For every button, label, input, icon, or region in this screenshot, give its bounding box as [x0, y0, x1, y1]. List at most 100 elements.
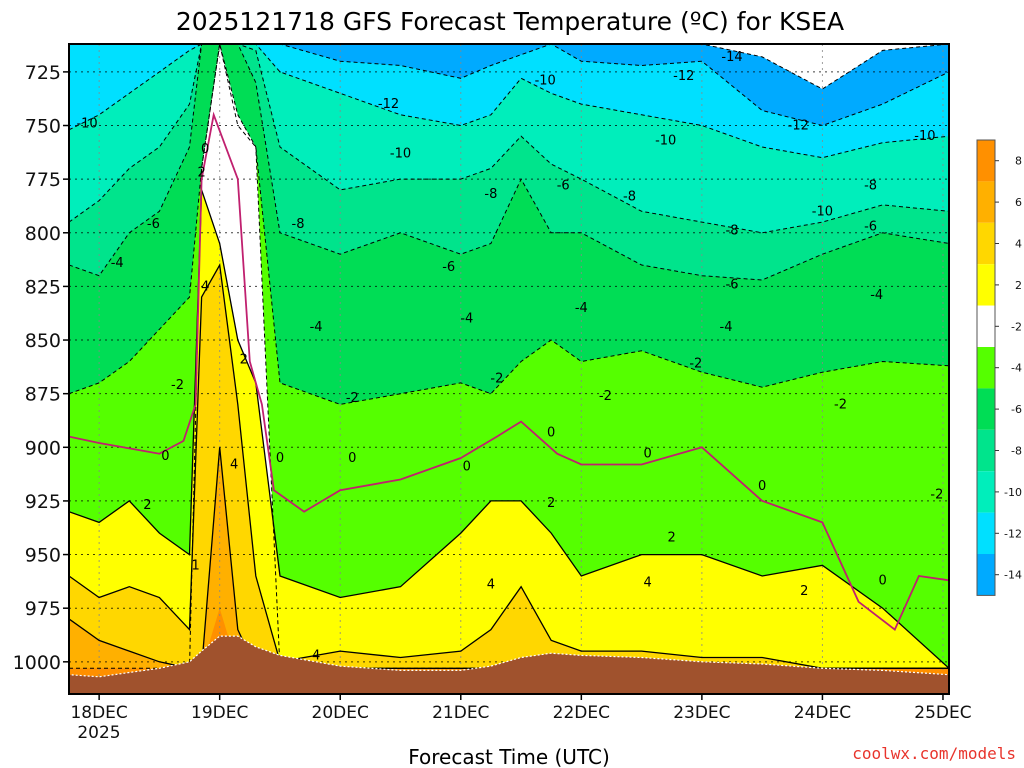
contour-label: -4 — [575, 301, 588, 316]
y-tick-label: 800 — [25, 223, 61, 245]
contour-label: 4 — [487, 578, 495, 593]
y-tick-label: 775 — [25, 169, 61, 191]
contour-label: 0 — [201, 142, 209, 157]
contour-label: -6 — [864, 219, 877, 234]
contour-label: 4 — [201, 279, 209, 294]
contour-label: -8 — [623, 189, 636, 204]
contour-label: 0 — [161, 449, 169, 464]
colorbar-swatch — [977, 222, 995, 265]
gridlines — [69, 44, 949, 694]
y-tick-label: 900 — [25, 437, 61, 459]
contour-label: 2 — [197, 166, 205, 181]
x-tick-label: 19DEC — [191, 703, 248, 723]
contour-label: 0 — [643, 447, 651, 462]
contour-label: 0 — [463, 460, 471, 475]
contour-label: -10 — [76, 116, 97, 131]
contour-label: -2 — [171, 378, 184, 393]
contour-label: -8 — [726, 224, 739, 239]
ground-area — [69, 635, 949, 694]
contour-label: -4 — [111, 256, 124, 271]
x-year-label: 2025 — [77, 723, 120, 743]
contour-label: -8 — [292, 217, 305, 232]
colorbar-label: -4 — [1011, 362, 1022, 375]
x-tick-label: 23DEC — [673, 703, 730, 723]
contour-line--14 — [69, 44, 949, 90]
colorbar-label: -10 — [1004, 486, 1022, 499]
contour-line--6 — [69, 44, 949, 281]
y-tick-label: 925 — [25, 491, 61, 513]
contour-label: -4 — [870, 288, 883, 303]
contour-line--12 — [69, 44, 949, 127]
contour-label: 2 — [240, 352, 248, 367]
contour-label: -4 — [310, 320, 323, 335]
colorbar-swatch — [977, 388, 995, 430]
contour-labels: -10 -10 -12 -12 -14 -12 -10 -10 -10 -10 -8 -8 -8 -8 -8… — [76, 50, 943, 664]
colorbar-label: -8 — [1011, 445, 1022, 458]
temp-band--4 — [69, 44, 949, 694]
plot-area: -10 -10 -12 -12 -14 -12 -10 -10 -10 -10 -8 -8 -8 -8 -8… — [69, 44, 949, 694]
freezing-line — [69, 111, 949, 632]
colorbar-label: 4 — [1015, 238, 1022, 251]
credit-text: coolwx.com/models — [852, 744, 1016, 763]
contour-label: -10 — [655, 134, 676, 149]
contour-label: 4 — [643, 575, 651, 590]
contour-label: -10 — [914, 129, 935, 144]
contour-label: -6 — [147, 217, 160, 232]
x-tick-label: 22DEC — [553, 703, 610, 723]
colorbar-label: 8 — [1015, 155, 1022, 168]
x-tick-label: 18DEC — [70, 703, 127, 723]
colorbar-swatch — [977, 181, 995, 223]
colorbar-swatch — [977, 305, 995, 347]
temperature-bands — [69, 44, 949, 694]
contour-label: 2 — [800, 584, 808, 599]
colorbar-swatch — [977, 471, 995, 513]
colorbar: 8 6 4 2 -2 -4 -6 -8 -10 -12 -14 — [976, 139, 1022, 596]
y-tick-label: 725 — [25, 62, 61, 84]
temp-band-2 — [69, 189, 949, 694]
colorbar-swatch — [977, 554, 995, 596]
contour-label: 0 — [276, 451, 284, 466]
colorbar-label: -12 — [1004, 527, 1022, 540]
y-tick-label: 875 — [25, 384, 61, 406]
contour-label: 4 — [312, 648, 320, 663]
y-tick-label: 1000 — [13, 652, 61, 674]
contour-label: -10 — [812, 204, 833, 219]
contour-label: -6 — [726, 277, 739, 292]
colorbar-label: -2 — [1011, 320, 1022, 333]
contour-label: 2 — [668, 530, 676, 545]
contour-label: 2 — [547, 496, 555, 511]
contour-label: -12 — [788, 119, 809, 134]
x-tick-label: 21DEC — [432, 703, 489, 723]
y-tick-label: 975 — [25, 598, 61, 620]
y-tick-label: 950 — [25, 545, 61, 567]
y-tick-label: 850 — [25, 330, 61, 352]
contour-label: -2 — [930, 488, 943, 503]
contour-label: -14 — [721, 50, 742, 65]
x-tick-label: 20DEC — [312, 703, 369, 723]
colorbar-label: -14 — [1004, 569, 1022, 582]
contour-label: 1 — [191, 558, 199, 573]
contour-label: -2 — [599, 389, 612, 404]
colorbar-label: 6 — [1015, 196, 1022, 209]
colorbar-swatch — [977, 140, 995, 182]
contour-label: -12 — [378, 97, 399, 112]
contour-label: -12 — [673, 69, 694, 84]
contour-label: -2 — [490, 372, 503, 387]
x-tick-label: 24DEC — [794, 703, 851, 723]
contour-label: -6 — [557, 179, 570, 194]
contour-label: -10 — [390, 146, 411, 161]
contour-label: 0 — [547, 425, 555, 440]
contour-label: -10 — [535, 74, 556, 89]
contour-label: -8 — [484, 187, 497, 202]
contour-label: -4 — [460, 312, 473, 327]
y-axis: 725 750 775 800 825 850 875 900 925 950 975 1000 — [13, 62, 69, 674]
contour-line--8 — [69, 44, 949, 234]
colorbar-label: -6 — [1011, 403, 1022, 416]
contour-label: -2 — [834, 397, 847, 412]
colorbar-swatch — [977, 512, 995, 554]
contour-line-4 — [69, 262, 949, 669]
colorbar-swatch — [977, 264, 995, 306]
contour-label: 0 — [879, 573, 887, 588]
contour-label: 0 — [348, 451, 356, 466]
colorbar-swatch — [977, 429, 995, 472]
